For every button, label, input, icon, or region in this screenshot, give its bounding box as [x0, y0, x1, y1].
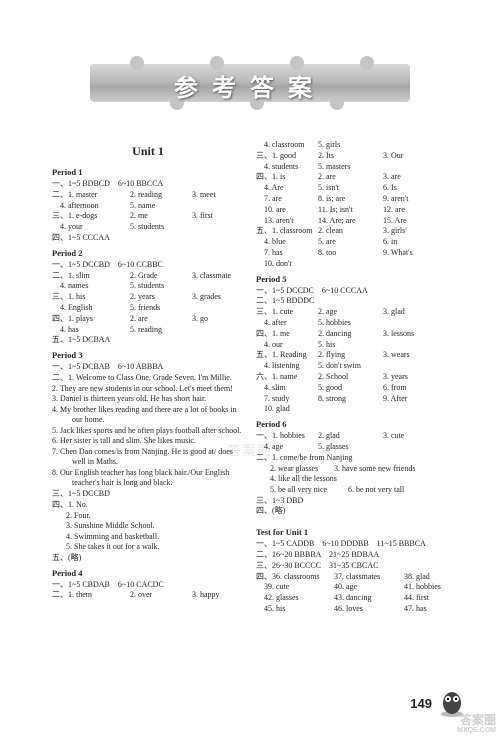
answer-row: 7. study8. strong9. After: [256, 394, 448, 405]
answer-row: 四、1. me2. dancing3. lessons: [256, 329, 448, 340]
answer-line: 一、1~5 DCCDC 6~10 CCCAA: [256, 286, 448, 297]
answer-row: 三、1. good2. Its3. Our: [256, 151, 448, 162]
period-label: Period 4: [52, 568, 244, 578]
answer-sub: 3. Sunshine Middle School.: [52, 521, 244, 532]
answer-row: 二、1. slim2. Grade3. classmate: [52, 271, 244, 282]
answer-sentence: 二、1. Welcome to Class One, Grade Seven. …: [52, 373, 244, 384]
answer-line: 三、1~5 DCCBD: [52, 489, 244, 500]
period-label: Period 5: [256, 274, 448, 284]
period-label: Period 6: [256, 419, 448, 429]
answer-row: 4. after5. hobbies: [256, 318, 448, 329]
answer-line: 三、1~3 DBD: [256, 496, 448, 507]
answer-row: 4. blue5. are6. in: [256, 237, 448, 248]
answer-row: 2. wear glasses3. have some new friends: [256, 464, 448, 475]
answer-row: 10. don't: [256, 259, 448, 270]
answer-sub: 4. like all the lessons: [256, 474, 448, 485]
answer-row: 4. afternoon5. name: [52, 201, 244, 212]
answer-row: 三、1. cute2. age3. glad: [256, 307, 448, 318]
answer-row: 10. glad: [256, 404, 448, 415]
answer-row: 四、36. classrooms37. classmates38. glad: [256, 572, 448, 583]
answer-row: 六、1. name2. School3. years: [256, 372, 448, 383]
answer-line: 五、1~5 DCBAA: [52, 335, 244, 346]
watermark-small: MXQE.COM: [457, 727, 496, 735]
answer-row: 42. glasses43. dancing44. first: [256, 593, 448, 604]
banner-title: 参考答案: [90, 68, 410, 103]
answer-row: 4. classroom5. girls: [256, 140, 448, 151]
answer-line: 二、1. come/be from Nanjing: [256, 453, 448, 464]
answer-row: 10. are11. Is; isn't12. are: [256, 205, 448, 216]
answer-row: 4. Are5. isn't6. Is: [256, 183, 448, 194]
answer-sentence: 5. Jack likes sports and he often plays …: [52, 426, 244, 437]
answer-row: 4. your5. students: [52, 222, 244, 233]
answer-row: 四、1. is2. are3. are: [256, 172, 448, 183]
watermark-big: 答案圈: [460, 713, 496, 727]
answer-row: 7. are8. is; are9. aren't: [256, 194, 448, 205]
answer-sentence: 6. Her sister is tall and slim. She like…: [52, 436, 244, 447]
answer-sub: 4. Swimming and basketball.: [52, 532, 244, 543]
answer-sentence: 4. My brother likes reading and there ar…: [52, 405, 244, 426]
unit-title: Unit 1: [52, 144, 244, 159]
answer-line: 三、26~30 BCCCC 31~35 CBCAC: [256, 561, 448, 572]
answer-row: 4. names5. students: [52, 281, 244, 292]
answer-row: 4. slim5. good6. from: [256, 383, 448, 394]
answer-line: 一、1~5 BDBCD 6~10 BBCCA: [52, 179, 244, 190]
page-number: 149: [410, 696, 432, 711]
answer-row: 7. has8. too9. What's: [256, 248, 448, 259]
answer-line: 四、1~5 CCCAA: [52, 233, 244, 244]
answer-line: 二、1~5 BDDDC: [256, 296, 448, 307]
answer-row: 4. age5. glasses: [256, 442, 448, 453]
answer-row: 4. our5. his: [256, 340, 448, 351]
answer-row: 五、1. Reading2. flying3. wears: [256, 350, 448, 361]
left-column: Unit 1 Period 1 一、1~5 BDBCD 6~10 BBCCA 二…: [52, 140, 244, 615]
answer-line: 一、1~5 CADDB 6~10 DDDBB 11~15 BBBCA: [256, 539, 448, 550]
answer-row: 四、1. plays2. are3. go: [52, 314, 244, 325]
answer-row: 二、1. master2. reading3. meet: [52, 190, 244, 201]
period-label: Period 3: [52, 350, 244, 360]
period-label: Period 1: [52, 167, 244, 177]
answer-line: 二、16~20 BBBBA 21~25 BDBAA: [256, 550, 448, 561]
title-banner: 参考答案: [90, 56, 410, 110]
answer-row: 二、1. them2. over3. happy: [52, 590, 244, 601]
answer-row: 三、1. his2. years3. grades: [52, 292, 244, 303]
period-label: Period 2: [52, 248, 244, 258]
answer-line: 五、(略): [52, 553, 244, 564]
answer-line: 一、1~5 DCCBD 6~10 CCBBC: [52, 260, 244, 271]
answer-line: 四、1. No.: [52, 500, 244, 511]
answer-row: 4. English5. friends: [52, 303, 244, 314]
answer-row: 一、1. hobbies2. glad3. cute: [256, 431, 448, 442]
answer-sentence: 3. Daniel is thirteen years old. He has …: [52, 394, 244, 405]
answer-sentence: 2. They are new students in our school. …: [52, 384, 244, 395]
right-column: 4. classroom5. girls 三、1. good2. Its3. O…: [256, 140, 448, 615]
answer-row: 三、1. e-dogs2. me3. first: [52, 211, 244, 222]
answer-line: 四、(略): [256, 506, 448, 517]
corner-watermark: 答案圈 MXQE.COM: [457, 714, 496, 735]
answer-row: 45. his46. loves47. has: [256, 604, 448, 615]
answer-line: 一、1~5 CBDAB 6~10 CACDC: [52, 580, 244, 591]
answer-row: 5. be all very nice6. be not very tall: [256, 485, 448, 496]
answer-row: 4. has5. reading: [52, 325, 244, 336]
answer-row: 39. cute40. age41. hobbies: [256, 582, 448, 593]
answer-row: 4. students5. masters: [256, 162, 448, 173]
answer-sub: 2. Four.: [52, 511, 244, 522]
content: Unit 1 Period 1 一、1~5 BDBCD 6~10 BBCCA 二…: [52, 140, 448, 615]
answer-row: 4. listening5. don't swim: [256, 361, 448, 372]
answer-sentence: 7. Chen Dan comes/is from Nanjing. He is…: [52, 447, 244, 468]
answer-sentence: 8. Our English teacher has long black ha…: [52, 468, 244, 489]
answer-row: 五、1. classroom2. clean3. girls': [256, 226, 448, 237]
answer-row: 13. aren't14. Are; are15. Are: [256, 216, 448, 227]
answer-line: 一、1~5 DCBAB 6~10 ABBBA: [52, 362, 244, 373]
answer-sub: 5. She takes it out for a walk.: [52, 542, 244, 553]
test-label: Test for Unit 1: [256, 527, 448, 537]
